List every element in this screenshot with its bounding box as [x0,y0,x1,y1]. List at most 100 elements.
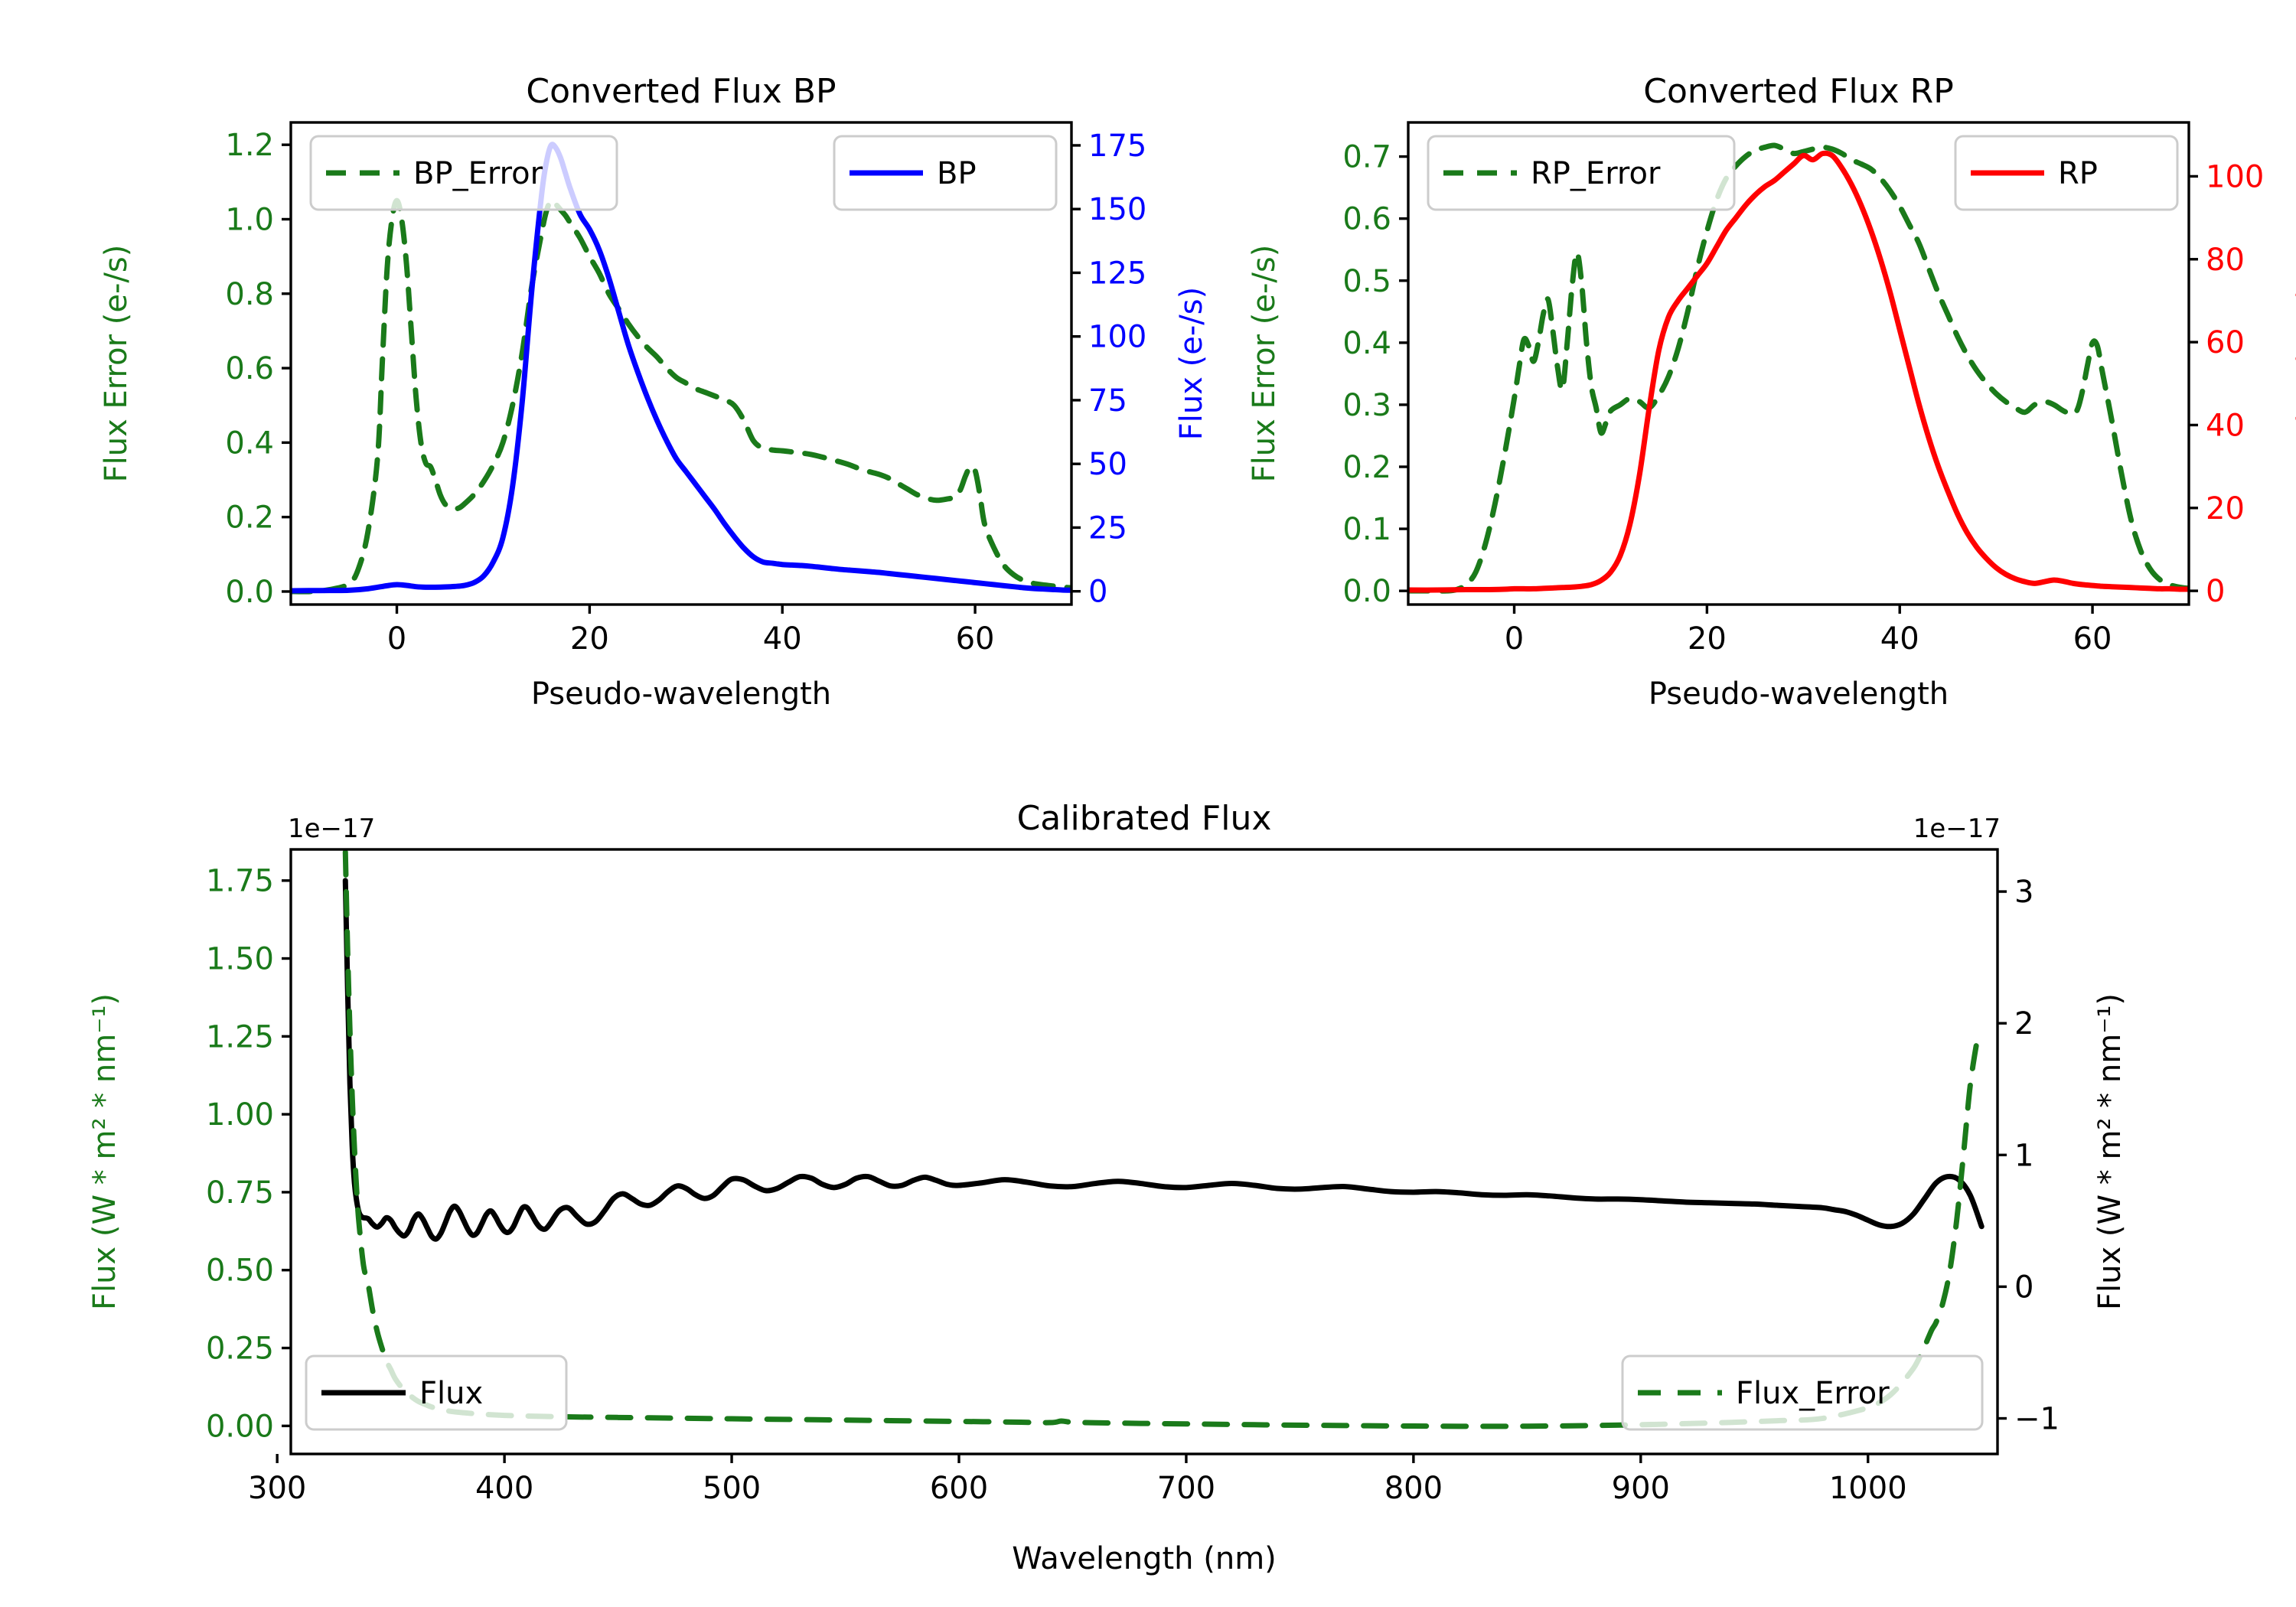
cal-right-ytick-label: 0 [2014,1270,2033,1305]
rp-left-ytick-label: 0.4 [1342,326,1391,361]
cal-series-flux [342,878,1985,1242]
rp-left-ytick-label: 0.1 [1342,512,1391,547]
cal-left-ytick-label: 1.00 [206,1097,274,1133]
cal-legend-left[interactable]: Flux [305,1354,568,1431]
rp-legend-box-right [1954,135,2179,211]
cal-legend-right[interactable]: Flux_Error [1621,1354,1984,1431]
cal-axes-frame [289,848,1999,1455]
bp-right-ytick-label: 75 [1088,383,1127,419]
bp-legend-right[interactable]: BP [833,135,1058,211]
cal-right-exponent-label: 1e−17 [1913,813,2001,844]
panel-converted-flux-rp: Converted Flux RP 0 20 40 60 Pseudo-wavelengt… [1148,72,2296,849]
bp-right-ytick-label: 50 [1088,447,1127,482]
cal-right-ytick-label: 3 [2014,875,2033,910]
rp-right-ytick-label: 40 [2206,408,2245,443]
rp-xtick-label: 60 [2073,621,2112,657]
rp-axes-frame [1407,121,2190,606]
bp-series-bp_error [291,197,1071,595]
bp-series-bp [291,142,1071,594]
rp-right-ytick-label: 60 [2206,325,2245,360]
cal-xtick-label: 900 [1612,1471,1670,1506]
rp-legend-left[interactable]: RP_Error [1427,135,1736,211]
bp-left-ytick-label: 0.8 [225,277,274,312]
cal-xtick-label: 1000 [1829,1471,1907,1506]
bp-xtick-label: 0 [387,621,406,657]
bp-legend-box-right [833,135,1058,211]
bp-right-ytick-label: 150 [1088,192,1146,227]
rp-chart-title: Converted Flux RP [1643,72,1954,111]
bp-legend-left[interactable]: BP_Error [309,135,618,211]
bp-legend-box-left [309,135,618,211]
rp-left-ytick-label: 0.2 [1342,450,1391,485]
rp-legend-label-right: RP [2058,156,2098,191]
cal-left-ytick-label: 0.00 [206,1409,274,1444]
cal-left-ytick-label: 1.75 [206,864,274,899]
rp-right-ytick-label: 0 [2206,574,2225,609]
bp-left-ytick-label: 0.0 [225,575,274,610]
cal-xtick-label: 400 [475,1471,533,1506]
panel-calibrated-flux: Calibrated Flux 1e−17 1e−17 300 400 500 600 700… [0,799,2296,1607]
bp-right-ytick-label: 175 [1088,129,1146,164]
rp-xaxis-label: Pseudo-wavelength [1649,676,1949,712]
cal-left-exponent-label: 1e−17 [288,813,375,844]
cal-legend-label-left: Flux [419,1376,483,1411]
rp-left-ytick-label: 0.6 [1342,202,1391,237]
rp-right-yaxis-label: Flux (e-/s) [2291,287,2296,440]
cal-legend-label-right: Flux_Error [1736,1376,1890,1411]
chart-bp: Converted Flux BP 0 20 40 60 Pseudo-wavelengt… [99,72,1209,712]
rp-left-ytick-label: 0.0 [1342,574,1391,609]
cal-xtick-label: 700 [1157,1471,1215,1506]
bp-axes-frame [289,121,1073,606]
bp-right-ytick-label: 0 [1088,575,1107,610]
rp-left-yaxis-label: Flux Error (e-/s) [1247,245,1282,483]
chart-calibrated-flux: Calibrated Flux 1e−17 1e−17 300 400 500 600 700… [87,799,2128,1576]
bp-left-ytick-label: 1.0 [225,202,274,237]
rp-legend-box-left [1427,135,1736,211]
bp-xaxis-label: Pseudo-wavelength [531,676,831,712]
bp-left-ytick-label: 1.2 [225,128,274,163]
rp-series-rp [1408,150,2189,593]
rp-xtick-label: 0 [1505,621,1524,657]
cal-series-flux_error [342,849,1980,1429]
rp-series-rp_error [1408,142,2189,594]
rp-right-ytick-label: 20 [2206,491,2245,526]
bp-xtick-label: 60 [956,621,995,657]
cal-right-ytick-label: −1 [2014,1402,2060,1437]
panel-converted-flux-bp: Converted Flux BP 0 20 40 60 Pseudo-wavelengt… [0,72,1209,849]
bp-right-ytick-label: 125 [1088,256,1146,291]
bp-right-ytick-label: 25 [1088,510,1127,546]
bp-left-yaxis-label: Flux Error (e-/s) [99,245,134,483]
rp-legend-label-left: RP_Error [1531,156,1661,191]
cal-left-yaxis-label: Flux (W * m² * nm⁻¹) [87,993,122,1310]
bp-xtick-label: 20 [570,621,609,657]
cal-xtick-label: 500 [703,1471,761,1506]
cal-left-ytick-label: 0.25 [206,1332,274,1367]
cal-right-ytick-label: 1 [2014,1138,2033,1173]
bp-legend-label-right: BP [937,156,977,191]
cal-xtick-label: 600 [930,1471,988,1506]
bp-left-ytick-label: 0.6 [225,351,274,386]
rp-xtick-label: 40 [1880,621,1919,657]
rp-legend-right[interactable]: RP [1954,135,2179,211]
cal-xtick-label: 800 [1384,1471,1443,1506]
cal-left-ytick-label: 0.50 [206,1253,274,1289]
rp-left-ytick-label: 0.7 [1342,140,1391,175]
cal-xtick-label: 300 [248,1471,306,1506]
bp-xtick-label: 40 [763,621,802,657]
chart-rp: Converted Flux RP 0 20 40 60 Pseudo-wavelengt… [1247,72,2296,712]
rp-right-ytick-label: 80 [2206,243,2245,278]
bp-legend-label-left: BP_Error [413,156,543,191]
rp-right-ytick-label: 100 [2206,159,2264,194]
bp-right-yaxis-label: Flux (e-/s) [1174,287,1209,440]
rp-left-ytick-label: 0.3 [1342,388,1391,423]
cal-xaxis-label: Wavelength (nm) [1012,1541,1277,1576]
cal-left-ytick-label: 1.50 [206,942,274,977]
bp-left-ytick-label: 0.2 [225,500,274,536]
cal-left-ytick-label: 1.25 [206,1019,274,1054]
cal-left-ytick-label: 0.75 [206,1175,274,1211]
bp-left-ytick-label: 0.4 [225,425,274,461]
cal-chart-title: Calibrated Flux [1017,799,1272,838]
rp-xtick-label: 20 [1688,621,1727,657]
cal-right-yaxis-label: Flux (W * m² * nm⁻¹) [2092,993,2128,1310]
